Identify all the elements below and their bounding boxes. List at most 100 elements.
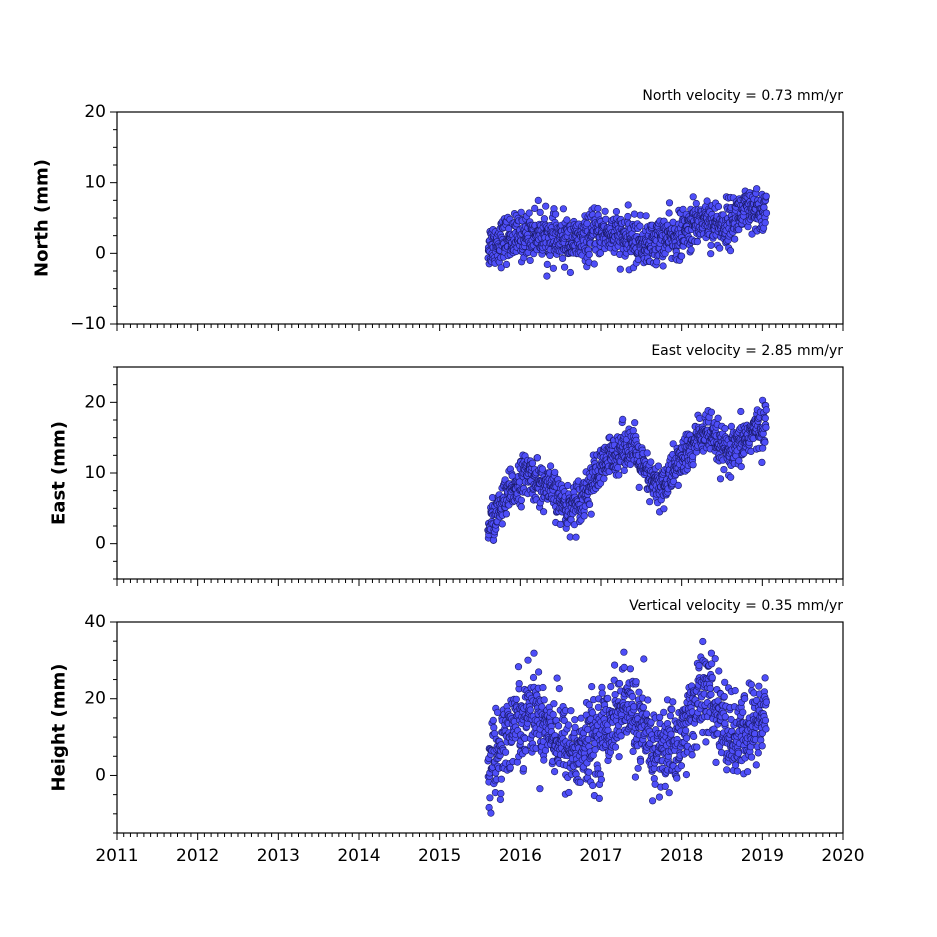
data-point: [693, 743, 701, 751]
data-point: [615, 753, 623, 761]
data-point: [647, 458, 655, 466]
data-point: [616, 265, 624, 273]
height-y-axis-label: Height (mm): [49, 664, 70, 792]
data-point: [660, 708, 668, 716]
data-point: [721, 719, 729, 728]
data-point: [689, 461, 697, 469]
data-point: [707, 690, 715, 699]
data-point: [693, 238, 702, 246]
data-point: [682, 770, 691, 779]
data-point: [762, 406, 770, 414]
data-point: [687, 246, 695, 254]
y-tick-label: 0: [95, 534, 106, 554]
data-point: [659, 262, 667, 270]
data-point: [539, 508, 548, 516]
data-point: [565, 788, 573, 797]
data-point: [576, 778, 584, 787]
data-point: [534, 196, 542, 204]
data-point: [644, 696, 652, 704]
data-point: [610, 661, 619, 669]
data-point: [758, 742, 766, 750]
data-point: [590, 260, 598, 268]
data-point: [712, 758, 720, 767]
data-point: [714, 414, 722, 422]
x-tick-label: 2019: [741, 846, 784, 866]
data-point: [626, 665, 635, 673]
data-point: [639, 703, 648, 712]
data-point: [731, 235, 739, 243]
data-point: [624, 212, 632, 221]
data-point: [551, 468, 559, 476]
data-point: [688, 751, 696, 759]
north-points: [484, 185, 771, 280]
y-tick-label: 0: [95, 765, 106, 785]
data-point: [489, 716, 497, 725]
data-point: [611, 743, 620, 751]
data-point: [521, 747, 530, 755]
data-point: [620, 466, 628, 475]
data-point: [530, 649, 538, 657]
data-point: [734, 749, 743, 757]
data-point: [721, 424, 729, 433]
data-point: [612, 208, 621, 216]
data-point: [758, 458, 766, 467]
data-point: [502, 748, 510, 756]
data-point: [635, 483, 643, 492]
data-point: [496, 795, 505, 804]
data-point: [529, 673, 538, 682]
data-point: [506, 763, 514, 772]
data-point: [689, 193, 697, 201]
data-point: [665, 199, 674, 207]
data-point: [585, 768, 593, 776]
data-point: [660, 505, 668, 513]
data-point: [604, 694, 612, 703]
panel-north: −10 0 10 20 North velocity = 0.73 mm/yr Nor…: [32, 88, 844, 334]
data-point: [755, 682, 763, 690]
east-velocity-label: East velocity = 2.85 mm/yr: [651, 343, 843, 359]
data-point: [563, 216, 571, 224]
data-point: [607, 682, 615, 691]
y-tick-label: 40: [84, 612, 106, 632]
data-point: [720, 466, 728, 474]
data-point: [600, 475, 608, 483]
data-point: [761, 414, 769, 422]
data-point: [555, 684, 563, 693]
data-point: [630, 210, 639, 218]
data-point: [629, 747, 637, 756]
data-point: [540, 696, 548, 704]
data-point: [706, 684, 714, 693]
y-tick-label: 20: [84, 102, 106, 122]
data-point: [550, 700, 558, 708]
data-point: [587, 510, 595, 518]
data-point: [757, 736, 765, 744]
data-point: [707, 241, 715, 249]
data-point: [559, 205, 568, 213]
data-point: [540, 756, 548, 764]
data-point: [533, 454, 542, 462]
data-point: [762, 192, 770, 200]
data-point: [762, 725, 770, 733]
data-point: [546, 462, 555, 470]
data-point: [572, 533, 580, 541]
data-point: [526, 256, 534, 265]
data-point: [571, 716, 579, 724]
data-point: [752, 761, 760, 769]
data-point: [643, 449, 651, 457]
data-point: [666, 712, 675, 720]
data-point: [512, 695, 520, 703]
x-tick-label: 2015: [418, 846, 461, 866]
data-point: [549, 264, 558, 272]
data-point: [528, 459, 537, 467]
y-tick-label: 0: [95, 243, 106, 263]
data-point: [761, 674, 769, 682]
data-point: [682, 734, 691, 742]
data-point: [540, 215, 549, 223]
data-point: [560, 263, 569, 271]
north-velocity-label: North velocity = 0.73 mm/yr: [642, 88, 843, 104]
data-point: [497, 789, 505, 798]
panel-east: 0 10 20 East velocity = 2.85 mm/yr East (m…: [49, 343, 844, 586]
data-point: [737, 407, 745, 416]
x-tick-label: 2017: [579, 846, 622, 866]
y-tick-label: 20: [84, 392, 106, 412]
east-y-axis-label: East (mm): [49, 421, 70, 525]
